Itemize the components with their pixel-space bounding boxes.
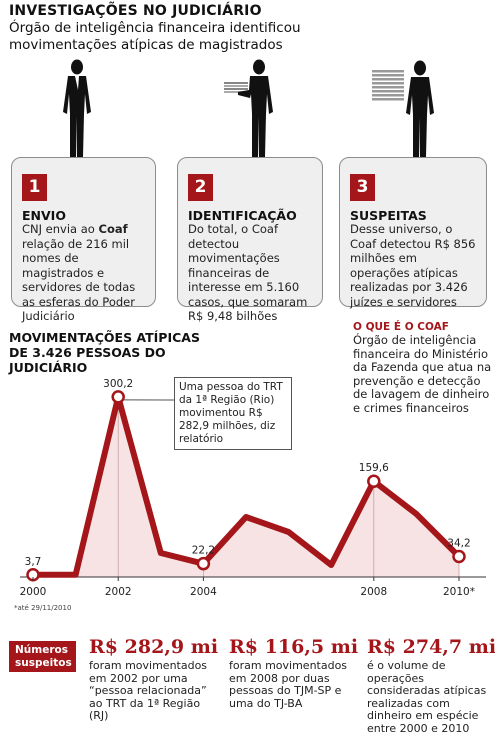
data-label: 159,6 [359,462,389,474]
x-tick-label: 2008 [360,586,387,598]
fact-item: R$ 274,7 mi é o volume de operações cons… [367,636,487,735]
fact-text: foram movimentados em 2008 por duas pess… [229,660,357,710]
chart-footnote: *até 29/11/2010 [14,604,71,612]
x-tick-label: 2004 [190,586,217,598]
fact-value: R$ 282,9 mi [89,636,217,658]
data-point [454,551,465,562]
fact-value: R$ 116,5 mi [229,636,357,658]
fact-text: foram movimentados em 2002 por uma “pess… [89,660,217,723]
fact-item: R$ 282,9 mi foram movimentados em 2002 p… [89,636,217,723]
fact-text: é o volume de operações consideradas atí… [367,660,487,735]
fact-item: R$ 116,5 mi foram movimentados em 2008 p… [229,636,357,710]
data-point [113,391,124,402]
data-label: 3,7 [25,556,42,568]
data-label: 34,2 [447,537,470,549]
data-label: 22,2 [192,545,215,557]
x-tick-label: 2010* [443,586,475,598]
numbers-badge: Números suspeitos [9,641,76,672]
x-tick-label: 2000 [20,586,47,598]
data-label: 300,2 [103,378,133,390]
chart-annotation: Uma pessoa do TRT da 1ª Região (Rio) mov… [174,377,292,450]
x-tick-label: 2002 [105,586,132,598]
data-point [198,558,209,569]
fact-value: R$ 274,7 mi [367,636,487,658]
data-point [368,476,379,487]
